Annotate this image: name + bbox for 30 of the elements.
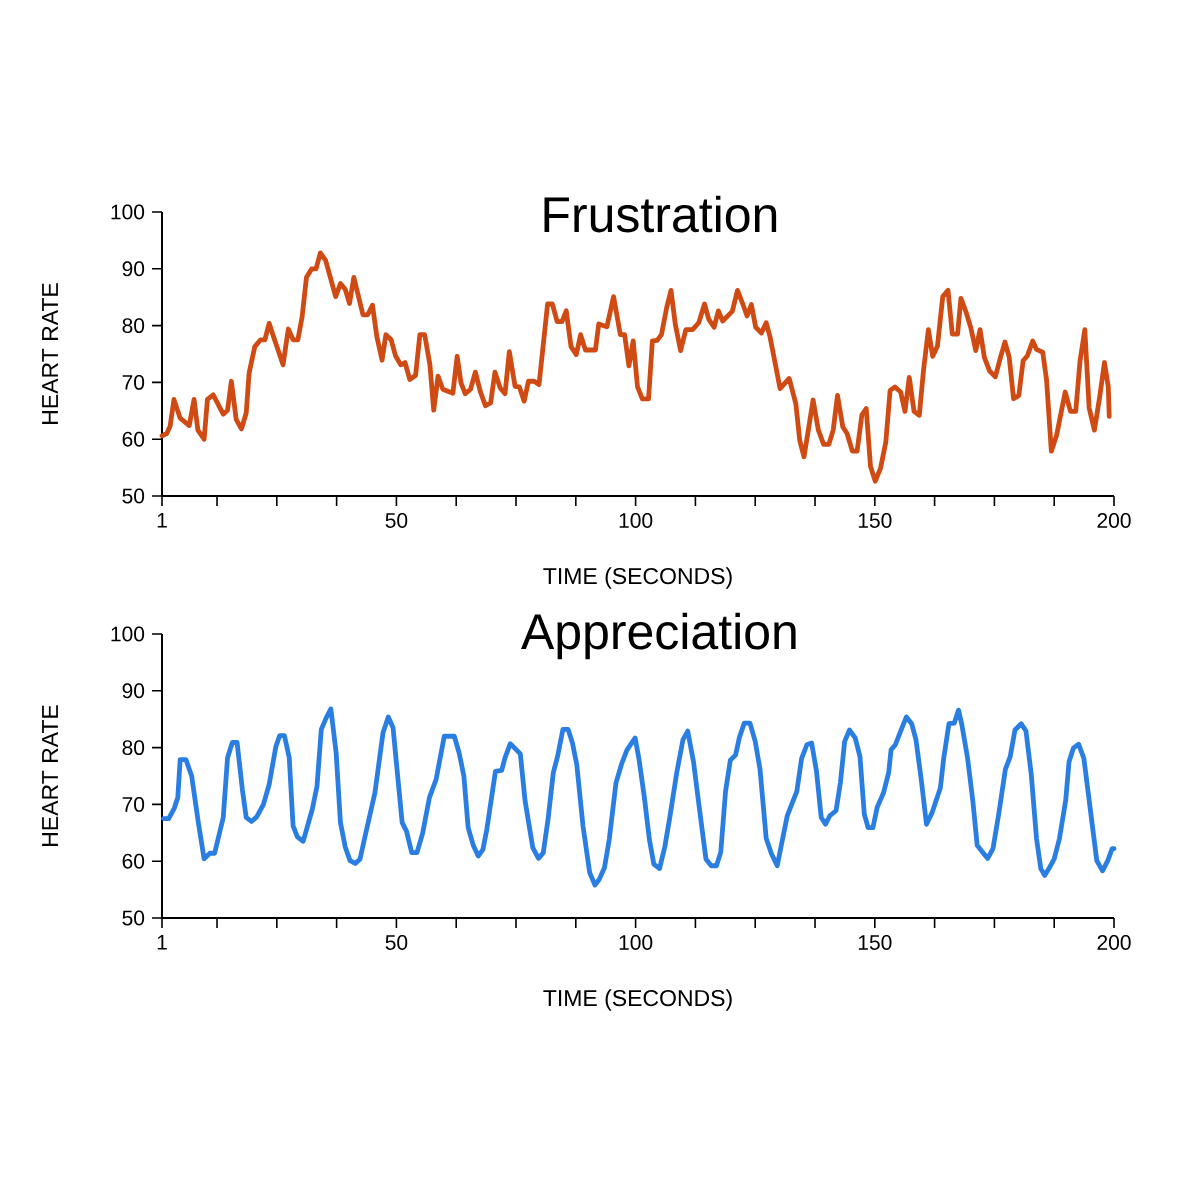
x-tick-label: 200: [1097, 935, 1131, 950]
x-tick-label: 50: [385, 935, 408, 950]
y-tick-label: 100: [111, 626, 145, 642]
x-tick-label: 100: [619, 513, 653, 528]
x-tick-label: 1: [157, 935, 167, 950]
y-tick-label: 50: [122, 488, 145, 504]
y-tick-label: 90: [122, 683, 145, 699]
y-tick-label: 70: [122, 374, 145, 390]
x-tick-label: 200: [1097, 513, 1131, 528]
y-tick-label: 70: [122, 796, 145, 812]
x-tick-label: 50: [385, 513, 408, 528]
y-axis-title: HEART RATE: [42, 283, 58, 424]
y-tick-label: 60: [122, 853, 145, 869]
chart-title: Frustration: [544, 195, 777, 233]
y-tick-label: 60: [122, 431, 145, 447]
line-series: [161, 706, 1117, 888]
x-tick-label: 150: [858, 935, 892, 950]
y-tick-label: 50: [122, 910, 145, 926]
line-series: [159, 250, 1112, 484]
x-tick-label: 1: [157, 513, 167, 528]
x-axis-title: TIME (SECONDS): [543, 567, 732, 589]
y-tick-label: 80: [122, 740, 145, 756]
y-tick-label: 90: [122, 261, 145, 277]
y-tick-label: 80: [122, 318, 145, 334]
x-tick-label: 150: [858, 513, 892, 528]
y-axis-title: HEART RATE: [42, 705, 58, 846]
x-tick-label: 100: [619, 935, 653, 950]
chart-title: Appreciation: [521, 612, 796, 660]
x-axis-title: TIME (SECONDS): [543, 989, 732, 1011]
y-tick-label: 100: [111, 204, 145, 220]
